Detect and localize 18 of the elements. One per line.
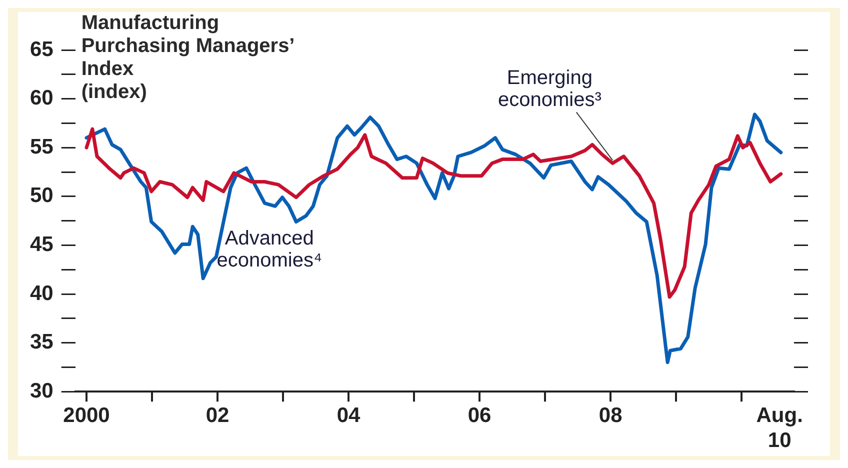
chart-title: Manufacturing Purchasing Managers’ Index: [81, 12, 295, 81]
series-label: Advanced economies⁴: [216, 228, 322, 272]
series-label: Emerging economies³: [498, 67, 602, 112]
text: (index): [81, 81, 148, 104]
y-tick-label: 30: [30, 379, 54, 402]
x-tick-label: Aug. 10: [756, 404, 803, 452]
x-tick-label: 06: [468, 404, 492, 427]
y-tick-label: 60: [30, 86, 54, 110]
y-tick-label: 55: [30, 135, 54, 158]
x-tick-label: 2000: [63, 404, 110, 427]
x-tick-label: 02: [206, 404, 230, 427]
x-tick-label: 04: [336, 404, 361, 427]
y-tick-label: 50: [30, 184, 54, 208]
y-tick-label: 40: [30, 282, 54, 305]
y-tick-label: 35: [30, 330, 54, 354]
y-tick-label: 45: [30, 232, 54, 256]
x-tick-label: 08: [598, 404, 623, 427]
y-tick-label: 65: [30, 38, 54, 61]
